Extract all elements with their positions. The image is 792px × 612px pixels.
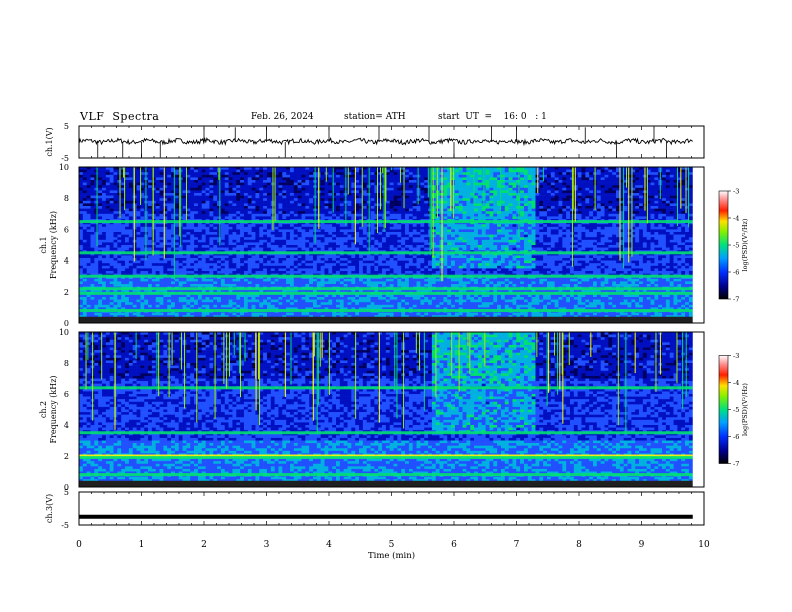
time-tick-label: 0 [76,540,82,550]
ch1-spectrogram-ytick-label: 6 [64,225,69,234]
time-tick-label: 3 [264,540,270,550]
ch1-spectrogram-ylabel: Frequency (kHz) [49,211,58,279]
ch1-spectrogram-colorbar-tick-label: -6 [733,269,739,277]
ch1-spectrogram-colorbar-tick-label: -4 [733,215,739,223]
ch1-wave-ytick-label: -5 [61,154,69,163]
time-tick-label: 5 [389,540,395,550]
ch2-spectrogram-heatmap [79,332,694,488]
ch2-spectrogram-band [79,456,693,460]
ch1-spectrogram-colorbar-label: log(PSD)(V²/Hz) [741,218,749,271]
ch1-spectrogram-blank-tail [692,167,704,323]
time-tick-label: 8 [576,540,582,550]
ch2-spectrogram-colorbar-tick-label: -3 [733,352,739,360]
ch3-waveform-ylabel: ch.3(V) [45,494,54,523]
start-ut-label: start UT = 16: 0 : 1 [438,112,547,122]
ch1-waveform-trace [78,136,693,147]
time-tick-label: 2 [201,540,207,550]
ch1-spectrogram-colorbar-tick-label: -7 [733,296,739,304]
ch2-spectrogram-band [79,431,693,435]
ch1-spectrogram-heatmap [79,167,694,324]
ch1-wave-ytick-label: 5 [64,122,69,131]
station-label: station= ATH [344,112,406,122]
ch2-spectrogram-ytick-label: 4 [64,421,69,430]
ch2-spectrogram-channel-label: ch.2 [39,401,48,418]
ch2-spectrogram-blank-tail [692,332,704,487]
ch2-spectrogram-band [79,386,693,390]
ch2-spectrogram-ytick-label: 8 [64,359,69,368]
ch2-spectrogram-band [79,473,693,477]
ch1-spectrogram-lowband [79,316,693,323]
time-tick-label: 4 [326,540,332,550]
ch2-spectrogram-colorbar-label: log(PSD)(V²/Hz) [741,383,749,436]
ch2-spectrogram-colorbar-tick-label: -5 [733,406,739,414]
ch1-spectrogram-band [79,251,693,255]
date-label: Feb. 26, 2024 [251,112,314,122]
figure-title: VLF Spectra [80,110,160,123]
ch3-waveform-frame [78,491,705,526]
ch2-spectrogram-ylabel: Frequency (kHz) [49,375,58,443]
ch1-spectrogram-ytick-label: 4 [64,257,69,266]
ch3-wave-ytick-label: 5 [64,488,69,497]
ch2-spectrogram-colorbar-tick-label: -7 [733,460,739,468]
ch2-spectrogram-ytick-label: 2 [64,452,69,461]
ch1-spectrogram-ytick-label: 0 [64,319,69,328]
ch2-spectrogram-colorbar [718,355,729,464]
ch1-spectrogram-colorbar [718,190,729,300]
ch1-spectrogram-channel-label: ch.1 [39,236,48,253]
ch2-spectrogram-ytick-label: 6 [64,390,69,399]
ch1-spectrogram-ytick-label: 10 [59,163,69,172]
ch1-spectrogram-colorbar-tick-label: -3 [733,188,739,196]
ch1-spectrogram-band [79,274,693,278]
ch2-spectrogram-ytick-label: 0 [64,483,69,492]
ch1-spectrogram-band [79,287,693,291]
ch2-spectrogram-band [79,454,693,458]
time-axis-label: Time (min) [368,550,415,561]
ch1-spectrogram-band [79,309,693,313]
ch2-spectrogram-lowband [79,480,693,487]
time-tick-label: 9 [639,540,645,550]
ch1-spectrogram-outline [78,166,705,324]
ch1-spectrogram-ytick-label: 2 [64,288,69,297]
ch2-spectrogram-colorbar-tick-label: -4 [733,379,739,387]
ch3-wave-ytick-label: -5 [61,521,69,530]
ch1-spectrogram-band [79,220,693,224]
time-tick-label: 6 [451,540,457,550]
ch2-spectrogram-colorbar-tick-label: -6 [733,433,739,441]
time-tick-label: 7 [514,540,520,550]
ch1-spectrogram-ytick-label: 8 [64,194,69,203]
ch1-waveform-ylabel: ch.1(V) [45,127,54,156]
time-tick-label: 10 [698,540,710,550]
time-tick-label: 1 [139,540,145,550]
ch1-spectrogram-colorbar-tick-label: -5 [733,242,739,250]
ch2-spectrogram-ytick-label: 10 [59,328,69,337]
ch2-spectrogram-outline [78,331,705,488]
ch1-spectrogram-band [79,291,693,295]
